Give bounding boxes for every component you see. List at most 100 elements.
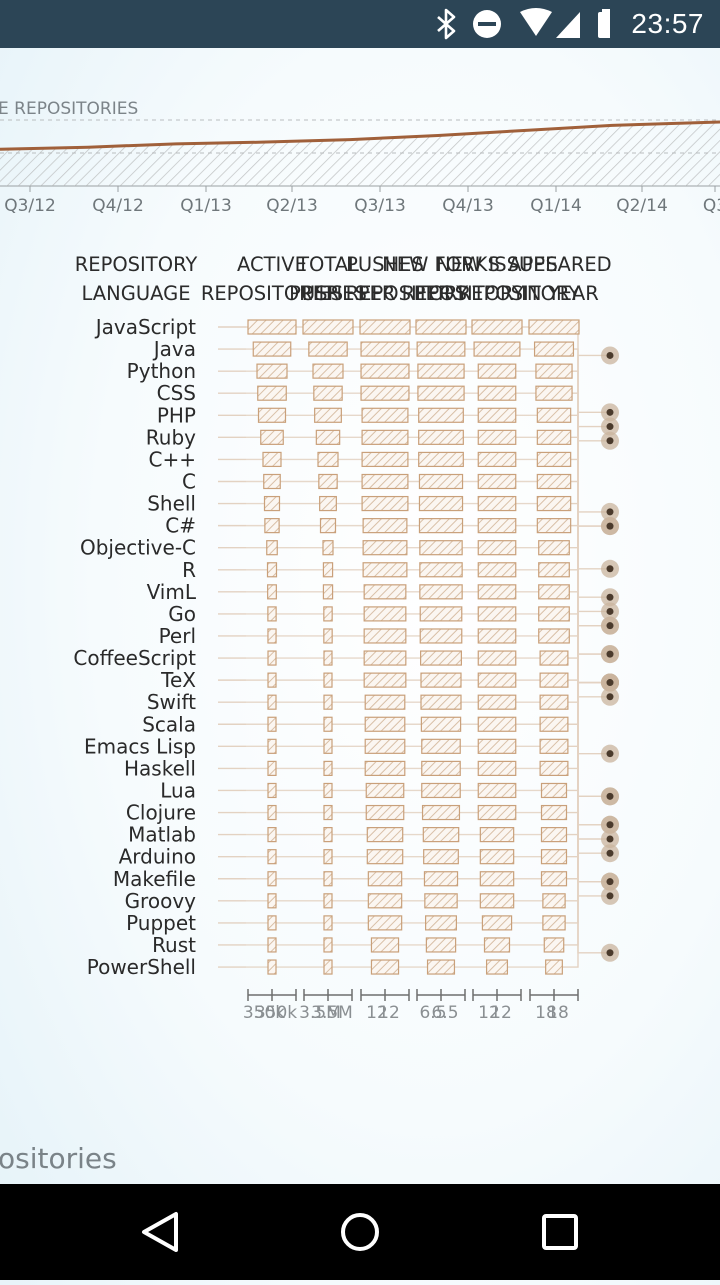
- bar-java: [473, 341, 521, 357]
- bar-matlab: [267, 827, 277, 843]
- bar-perl: [477, 628, 517, 644]
- bar-c-: [362, 518, 408, 534]
- appeared-dot: [606, 522, 614, 530]
- bar-groovy: [267, 893, 277, 909]
- bar-go: [323, 606, 333, 622]
- language-label: Shell: [147, 492, 196, 516]
- home-icon: [341, 1213, 379, 1251]
- bar-groovy: [479, 893, 515, 909]
- bar-shell: [319, 495, 337, 512]
- bar-viml: [322, 584, 334, 600]
- appeared-dot: [606, 679, 614, 687]
- appeared-column: [601, 346, 619, 962]
- language-label: Groovy: [125, 889, 197, 913]
- bar-c-: [317, 451, 339, 468]
- column-headers: REPOSITORY LANGUAGE ACTIVE REPOSITORIES TOTA…: [75, 253, 612, 305]
- bar-makefile: [267, 871, 277, 887]
- axis-label: 12: [490, 1003, 512, 1023]
- bar-scala: [539, 716, 569, 732]
- axis-label: 6.5: [419, 1003, 446, 1023]
- bar-objective-c: [538, 540, 570, 556]
- appeared-dot: [606, 892, 614, 900]
- bar-objective-c: [266, 540, 278, 556]
- bar-java: [416, 341, 466, 357]
- home-button[interactable]: [341, 1213, 379, 1251]
- bar-clojure: [365, 804, 405, 821]
- bar-ruby: [361, 429, 409, 445]
- bar-puppet: [267, 915, 277, 931]
- bar-viml: [267, 584, 277, 600]
- bar-go: [419, 606, 463, 622]
- appeared-dot: [606, 607, 614, 615]
- bar-puppet: [425, 915, 457, 931]
- bar-shell: [418, 495, 464, 512]
- bar-clojure: [421, 804, 461, 821]
- appeared-dot: [606, 821, 614, 829]
- bar-python: [477, 363, 517, 379]
- axis-label: 6.5: [431, 1003, 458, 1023]
- bar-powershell: [267, 959, 277, 975]
- bar-go: [538, 606, 570, 622]
- language-label: Haskell: [124, 756, 196, 780]
- recents-button[interactable]: [542, 1214, 578, 1250]
- bar-swift: [477, 694, 517, 710]
- bar-css: [535, 385, 573, 401]
- bar-shell: [263, 495, 281, 512]
- bar-makefile: [423, 871, 459, 887]
- appeared-dot: [606, 593, 614, 601]
- bar-arduino: [366, 849, 404, 865]
- bar-shell: [477, 495, 517, 512]
- language-labels: JavaScriptJavaPythonCSSPHPRubyC++CShellC…: [73, 315, 196, 979]
- bar-go: [477, 606, 517, 622]
- timeline-tick-label: Q3/12: [4, 196, 56, 216]
- bar-makefile: [367, 871, 403, 887]
- bar-groovy: [542, 893, 566, 909]
- bar-python: [417, 363, 465, 379]
- bar-haskell: [364, 760, 406, 777]
- bar-c-: [319, 518, 337, 534]
- column-header: REPOSITORY: [75, 253, 198, 276]
- bar-powershell: [485, 959, 509, 975]
- bar-scala: [420, 716, 462, 732]
- bar-haskell: [323, 760, 333, 777]
- bar-matlab: [323, 827, 333, 843]
- bar-swift: [267, 694, 277, 710]
- axis-label: 3.5M: [311, 1003, 353, 1023]
- bar-rust: [543, 937, 565, 953]
- bar-puppet: [542, 915, 566, 931]
- column-header: PER REPOSITORY: [302, 282, 468, 305]
- bar-matlab: [540, 827, 568, 843]
- column-header: PUSHES: [346, 253, 424, 276]
- column-header: ACTIVE: [237, 253, 307, 276]
- appeared-dot: [606, 565, 614, 573]
- bar-objective-c: [362, 540, 408, 556]
- bar-lua: [477, 782, 517, 799]
- language-label: TeX: [160, 668, 196, 692]
- bar-scala: [477, 716, 517, 732]
- appeared-link: [554, 838, 608, 968]
- language-label: CoffeeScript: [73, 646, 196, 670]
- bar-rust: [483, 937, 511, 953]
- back-button[interactable]: [142, 1212, 178, 1252]
- appeared-dot: [606, 423, 614, 431]
- bar-swift: [420, 694, 462, 710]
- bar-c-: [536, 451, 572, 468]
- bar-lua: [323, 782, 333, 799]
- bar-css: [257, 385, 287, 401]
- bar-perl: [419, 628, 463, 644]
- appeared-dot: [606, 408, 614, 416]
- appeared-dot: [606, 750, 614, 758]
- timeline-tick-label: Q3: [703, 196, 720, 216]
- bar-c-: [361, 451, 409, 468]
- bar-go: [363, 606, 407, 622]
- bar-puppet: [481, 915, 513, 931]
- bar-rust: [425, 937, 457, 953]
- bar-css: [313, 385, 343, 401]
- bar-c: [361, 473, 409, 490]
- timeline-tick-label: Q4/13: [442, 196, 494, 216]
- bar-clojure: [477, 804, 517, 821]
- bar-javascript: [359, 319, 411, 335]
- bar-java: [252, 341, 292, 357]
- bar-emacs-lisp: [477, 738, 517, 754]
